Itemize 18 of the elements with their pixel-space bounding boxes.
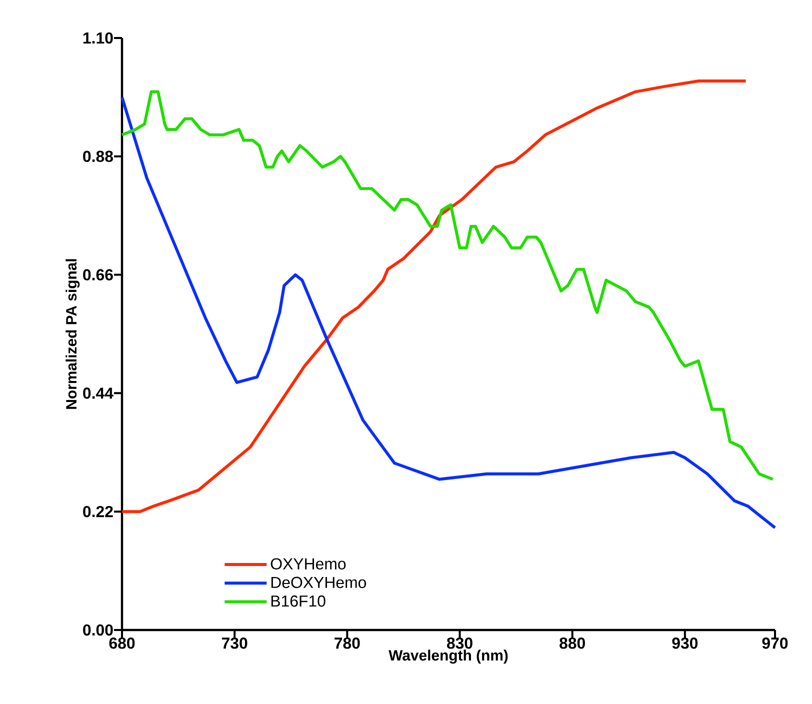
y-tick-label: 0.44 bbox=[83, 388, 114, 399]
x-tick-label: 930 bbox=[672, 638, 698, 649]
x-tick-label: 970 bbox=[762, 638, 788, 649]
x-tick-label: 730 bbox=[222, 638, 248, 649]
legend-label: DeOXYHemo bbox=[271, 576, 366, 588]
y-tick-label: 0.00 bbox=[83, 624, 113, 636]
y-axis-title: Normalized PA signal bbox=[66, 259, 80, 409]
legend-label: B16F10 bbox=[271, 595, 326, 607]
x-tick-label: 830 bbox=[446, 638, 472, 649]
x-tick-label: 680 bbox=[109, 638, 135, 649]
legend-label: OXYHemo bbox=[270, 558, 346, 570]
y-tick-label: 0.22 bbox=[83, 506, 113, 518]
y-tick-label: 0.88 bbox=[83, 150, 113, 162]
x-tick-label: 880 bbox=[560, 638, 585, 649]
y-tick-label: 0.66 bbox=[83, 269, 113, 280]
y-tick-label: 1.10 bbox=[83, 32, 113, 44]
x-axis-title: Wavelength (nm) bbox=[388, 650, 508, 664]
x-tick-label: 780 bbox=[334, 638, 360, 649]
